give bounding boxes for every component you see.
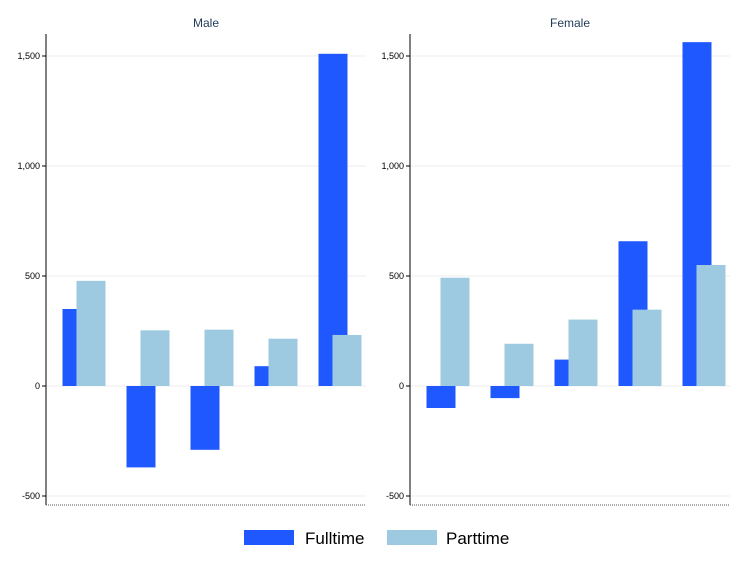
legend-label-parttime: Parttime [446,529,509,548]
bar-male-parttime-2 [204,329,234,386]
panel-title-male: Male [193,16,219,30]
bar-female-parttime-1 [504,343,534,386]
bar-female-parttime-4 [696,265,726,386]
bar-female-parttime-2 [568,319,598,386]
bar-female-parttime-3 [632,309,662,386]
legend-swatch-parttime [387,530,437,545]
bar-female-fulltime-1 [490,386,520,399]
bar-male-parttime-1 [140,330,170,386]
bar-male-fulltime-4 [318,53,348,387]
y-tick-label-male-4: 1,500 [17,51,40,61]
bar-male-fulltime-2 [190,386,220,450]
legend-swatch-fulltime [244,530,294,545]
y-tick-label-female-3: 1,000 [381,161,404,171]
panel-female: -500 0 500 1,000 1,500 Female [381,16,730,506]
y-tick-label-male-1: 0 [35,381,40,391]
legend: Fulltime Parttime [244,529,509,548]
bar-male-parttime-0 [76,280,106,386]
y-tick-label-male-2: 500 [25,271,40,281]
panel-title-female: Female [550,16,590,30]
y-tick-label-female-1: 0 [399,381,404,391]
y-tick-label-male-3: 1,000 [17,161,40,171]
y-tick-label-male-0: -500 [22,491,40,501]
bar-male-parttime-4 [332,334,362,386]
y-tick-label-female-0: -500 [386,491,404,501]
bar-female-fulltime-0 [426,386,456,408]
panel-male: -500 0 500 1,000 1,500 Male [17,16,366,506]
bar-male-parttime-3 [268,338,298,386]
bar-male-fulltime-1 [126,386,156,468]
bar-female-parttime-0 [440,277,470,386]
legend-label-fulltime: Fulltime [305,529,365,548]
y-tick-label-female-2: 500 [389,271,404,281]
y-tick-label-female-4: 1,500 [381,51,404,61]
